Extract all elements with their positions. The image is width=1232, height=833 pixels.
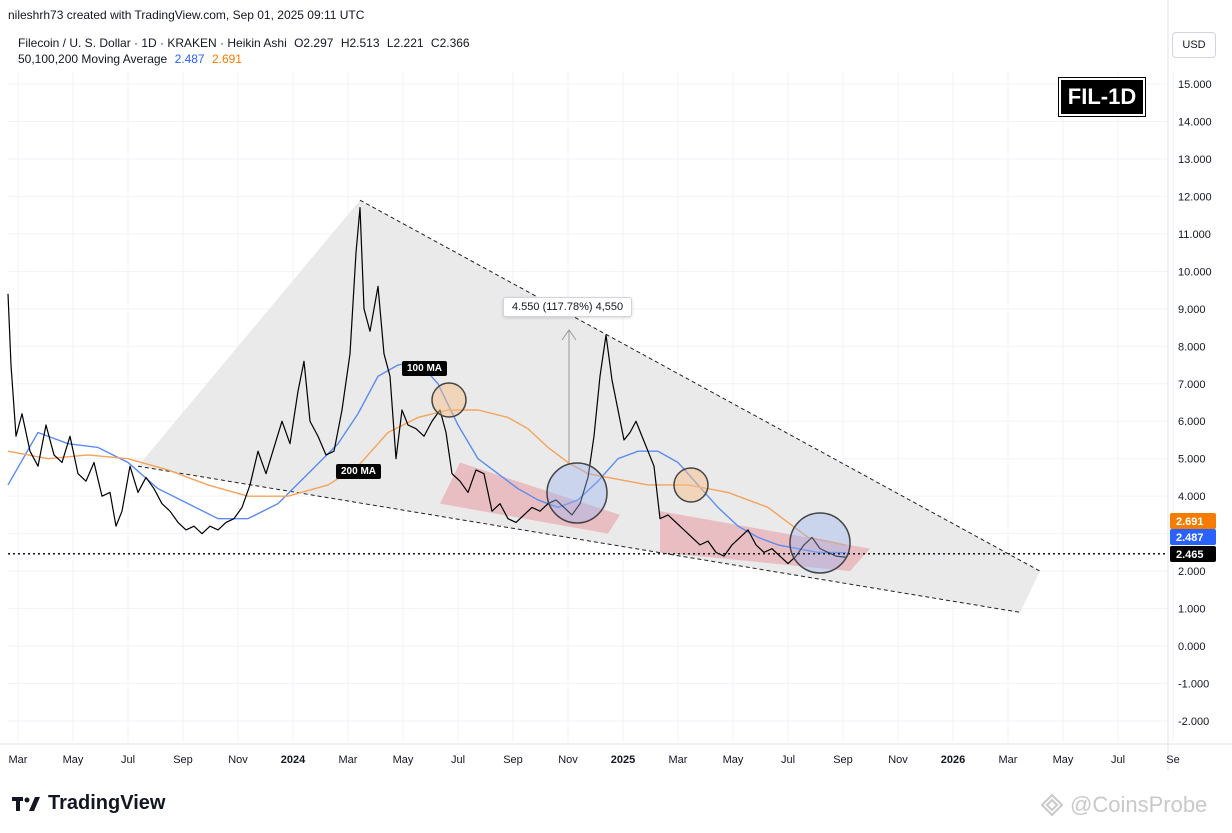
channel-area — [660, 511, 870, 572]
symbol-title[interactable]: Filecoin / U. S. Dollar · 1D · KRAKEN · … — [18, 36, 287, 50]
x-tick-label: Nov — [228, 754, 248, 766]
ohlc-high: H2.513 — [340, 36, 380, 50]
x-tick-label: Jul — [781, 754, 795, 766]
highlight-circles — [431, 382, 851, 574]
x-tick-label: 2026 — [941, 754, 965, 766]
price-line — [7, 207, 847, 565]
x-tick-label: Sep — [833, 754, 853, 766]
x-axis: Mar May Jul Sep Nov 2024 Mar May Jul Sep Nov 2025 Ma… — [0, 743, 1232, 766]
x-tick-label: Jul — [121, 754, 135, 766]
x-tick-label: Mar — [669, 754, 688, 766]
x-tick-label: 2025 — [611, 754, 635, 766]
y-tick-label: -2.000 — [1178, 716, 1209, 728]
x-tick-label: Jul — [1111, 754, 1125, 766]
y-tick-label: 0.000 — [1178, 641, 1206, 653]
y-tick-label: 13.000 — [1178, 154, 1212, 166]
highlight-circle — [546, 462, 608, 524]
author-line: nileshrh73 created with TradingView.com,… — [8, 8, 365, 22]
y-tick-label: -1.000 — [1178, 679, 1209, 691]
y-axis: 15.000 14.000 13.000 12.000 11.000 10.000 9.00… — [1167, 0, 1212, 770]
y-tick-label: 9.000 — [1178, 304, 1206, 316]
tradingview-logo-text: TradingView — [48, 792, 166, 814]
highlight-circle — [431, 382, 467, 418]
price-tag-label: 2.465 — [1176, 549, 1204, 561]
y-tick-label: 1.000 — [1178, 604, 1206, 616]
x-tick-label: Mar — [999, 754, 1018, 766]
ma-value-200: 2.691 — [211, 52, 242, 66]
tradingview-logo-icon — [12, 796, 40, 811]
fil-badge: FIL-1D — [1061, 80, 1143, 114]
ma-value-100: 2.487 — [174, 52, 205, 66]
ohlc-low: L2.221 — [386, 36, 424, 50]
measure-label: 4.550 (117.78%) 4,550 — [503, 297, 633, 317]
x-tick-label: Sep — [173, 754, 193, 766]
y-tick-label: 12.000 — [1178, 191, 1212, 203]
x-tick-label: Nov — [558, 754, 578, 766]
wedge-top-line — [359, 199, 1041, 572]
x-tick-label: Mar — [339, 754, 358, 766]
x-tick-label: May — [723, 754, 744, 766]
x-tick-label: Jul — [451, 754, 465, 766]
ma100-tag: 100 MA — [402, 361, 448, 376]
ma200-line — [7, 409, 847, 546]
y-tick-label: 5.000 — [1178, 454, 1206, 466]
ohlc-close: C2.366 — [430, 36, 470, 50]
y-tick-label: 6.000 — [1178, 416, 1206, 428]
y-tick-label: 4.000 — [1178, 491, 1206, 503]
x-tick-label: 2024 — [281, 754, 306, 766]
price-tag-label: 2.487 — [1176, 532, 1204, 544]
symbol-legend: Filecoin / U. S. Dollar · 1D · KRAKEN · … — [18, 36, 474, 50]
x-tick-label: May — [1053, 754, 1074, 766]
ohlc-open: O2.297 — [294, 36, 334, 50]
price-tags: 2.691 2.487 2.465 — [1170, 513, 1216, 562]
price-tag-bg — [1170, 529, 1216, 545]
y-tick-label: 8.000 — [1178, 341, 1206, 353]
series-lines — [7, 207, 847, 565]
ma100-line — [7, 360, 847, 554]
diamond-icon — [1040, 793, 1064, 817]
y-tick-label: 11.000 — [1178, 229, 1211, 241]
x-tick-label: Se — [1166, 754, 1179, 766]
ma200-tag: 200 MA — [336, 464, 382, 479]
currency-button[interactable]: USD — [1172, 32, 1216, 58]
falling-wedge — [137, 199, 1041, 613]
price-tag-label: 2.691 — [1176, 516, 1204, 528]
x-tick-label: Sep — [503, 754, 523, 766]
measure-tool — [561, 329, 577, 462]
y-tick-label: 15.000 — [1178, 79, 1212, 91]
y-tick-label: 2.000 — [1178, 566, 1206, 578]
wedge-bottom-line — [137, 465, 1021, 613]
price-tag-bg — [1170, 546, 1216, 562]
highlight-circle — [789, 512, 851, 574]
tradingview-logo[interactable]: TradingView — [12, 792, 165, 815]
x-tick-label: Mar — [9, 754, 28, 766]
watermark-text: @CoinsProbe — [1070, 792, 1208, 817]
ma-label[interactable]: 50,100,200 Moving Average — [18, 52, 168, 66]
wedge-area — [138, 200, 1040, 613]
highlight-circle — [673, 467, 709, 503]
y-tick-label: 7.000 — [1178, 379, 1206, 391]
watermark: @CoinsProbe — [1040, 792, 1207, 818]
y-tick-label: 14.000 — [1178, 116, 1212, 128]
x-tick-label: Nov — [888, 754, 908, 766]
x-tick-label: May — [393, 754, 414, 766]
x-tick-label: May — [63, 754, 84, 766]
y-tick-label: 10.000 — [1178, 266, 1212, 278]
ma-legend: 50,100,200 Moving Average 2.487 2.691 — [18, 52, 246, 66]
price-tag-bg — [1170, 513, 1216, 529]
